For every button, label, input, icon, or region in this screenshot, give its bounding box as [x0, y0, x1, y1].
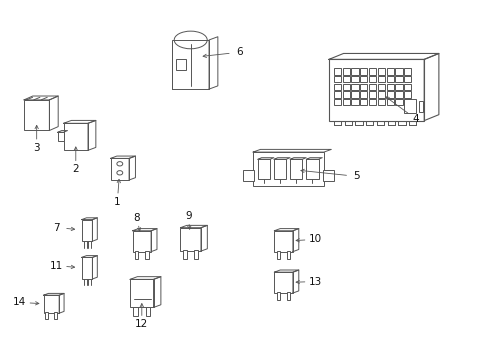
- Bar: [403, 76, 410, 82]
- Bar: [176, 59, 186, 70]
- Bar: [350, 68, 358, 75]
- Text: 9: 9: [184, 211, 191, 221]
- Bar: [403, 99, 415, 113]
- Text: 2: 2: [72, 164, 79, 174]
- Bar: [24, 100, 49, 130]
- Text: 4: 4: [411, 114, 418, 124]
- Bar: [350, 91, 358, 98]
- Bar: [377, 99, 384, 105]
- Bar: [342, 76, 349, 82]
- Bar: [145, 307, 150, 316]
- Bar: [289, 159, 302, 179]
- Bar: [258, 159, 269, 179]
- Bar: [350, 84, 358, 90]
- Bar: [43, 295, 59, 313]
- Bar: [394, 84, 402, 90]
- Bar: [403, 68, 410, 75]
- Bar: [322, 170, 333, 181]
- Bar: [133, 307, 138, 316]
- Bar: [394, 76, 402, 82]
- Bar: [368, 91, 375, 98]
- Bar: [253, 152, 323, 186]
- Text: 1: 1: [114, 197, 121, 207]
- Bar: [377, 68, 384, 75]
- Text: 11: 11: [49, 261, 63, 271]
- Bar: [328, 59, 423, 121]
- Bar: [276, 292, 280, 300]
- Bar: [81, 257, 92, 279]
- Bar: [359, 99, 366, 105]
- Bar: [110, 158, 129, 180]
- Text: 6: 6: [236, 47, 243, 57]
- Bar: [359, 84, 366, 90]
- Bar: [180, 228, 201, 251]
- Bar: [130, 279, 153, 307]
- Bar: [342, 68, 349, 75]
- Bar: [377, 76, 384, 82]
- Bar: [359, 68, 366, 75]
- Text: 8: 8: [133, 213, 140, 223]
- Text: 13: 13: [308, 276, 322, 287]
- Bar: [63, 123, 88, 150]
- Bar: [135, 251, 138, 259]
- Text: 14: 14: [13, 297, 26, 307]
- Bar: [368, 84, 375, 90]
- Bar: [342, 84, 349, 90]
- Bar: [394, 99, 402, 105]
- Bar: [342, 99, 349, 105]
- Bar: [368, 68, 375, 75]
- Bar: [394, 91, 402, 98]
- Bar: [333, 68, 340, 75]
- Text: 3: 3: [33, 143, 40, 153]
- Bar: [276, 251, 280, 259]
- Bar: [386, 84, 393, 90]
- Text: 7: 7: [53, 222, 60, 233]
- Bar: [333, 84, 340, 90]
- Bar: [368, 99, 375, 105]
- Bar: [81, 220, 92, 241]
- Bar: [194, 251, 198, 259]
- Bar: [273, 159, 286, 179]
- Bar: [333, 76, 340, 82]
- Bar: [359, 76, 366, 82]
- Bar: [403, 84, 410, 90]
- Bar: [377, 91, 384, 98]
- Bar: [172, 40, 209, 89]
- Bar: [386, 76, 393, 82]
- Bar: [418, 101, 422, 112]
- Bar: [305, 159, 318, 179]
- Bar: [386, 68, 393, 75]
- Text: 10: 10: [308, 234, 321, 244]
- Bar: [54, 312, 57, 319]
- Bar: [132, 231, 151, 252]
- Bar: [286, 251, 290, 259]
- Text: 5: 5: [353, 171, 360, 181]
- Bar: [274, 272, 292, 293]
- Bar: [377, 84, 384, 90]
- Text: 12: 12: [135, 319, 148, 329]
- Bar: [394, 68, 402, 75]
- Bar: [359, 91, 366, 98]
- Bar: [350, 76, 358, 82]
- Bar: [403, 91, 410, 98]
- Bar: [350, 99, 358, 105]
- Bar: [145, 251, 148, 259]
- Bar: [368, 76, 375, 82]
- Bar: [274, 231, 292, 252]
- Bar: [386, 91, 393, 98]
- Bar: [58, 132, 63, 141]
- Bar: [286, 292, 290, 300]
- Bar: [342, 91, 349, 98]
- Bar: [333, 91, 340, 98]
- Bar: [386, 99, 393, 105]
- Bar: [403, 99, 410, 105]
- Bar: [45, 312, 48, 319]
- Bar: [333, 99, 340, 105]
- Bar: [183, 251, 187, 259]
- Bar: [243, 170, 254, 181]
